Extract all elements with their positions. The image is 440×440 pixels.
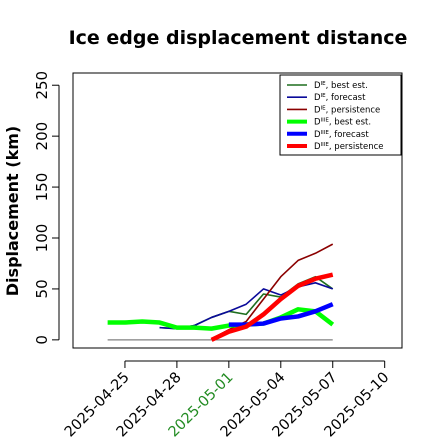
legend-entry: DIIIE, forecast: [314, 130, 369, 140]
y-tick-label: 250: [33, 71, 51, 100]
series-line: [107, 307, 335, 331]
legend-entry: DIIIE, persistence: [314, 142, 384, 152]
x-axis: 2025-04-252025-04-282025-05-012025-05-04…: [62, 360, 393, 440]
y-tick-label: 150: [33, 173, 51, 202]
y-tick-label: 50: [33, 279, 51, 298]
series-line: [210, 272, 334, 342]
legend-entry: DIE, best est.: [314, 81, 368, 91]
plot-area: [107, 243, 335, 342]
legend-entry: DIE, forecast: [314, 93, 366, 103]
legend: DIE, best est. DIE, forecast DIE, persiste…: [279, 74, 402, 156]
y-tick-label: 200: [33, 122, 51, 151]
legend-entry: DIE, persistence: [314, 105, 380, 115]
chart-title: Ice edge displacement distance: [69, 27, 408, 49]
legend-box: [279, 74, 402, 156]
plot-frame: [72, 72, 403, 349]
y-axis: 0 50 100 150 200 250: [33, 71, 60, 345]
series-line: [211, 243, 334, 340]
y-tick-label: 100: [33, 224, 51, 253]
legend-entry: DIIIE, best est.: [314, 118, 371, 128]
y-tick-label: 0: [33, 335, 51, 345]
y-axis-label: Displacement (km): [3, 126, 22, 296]
